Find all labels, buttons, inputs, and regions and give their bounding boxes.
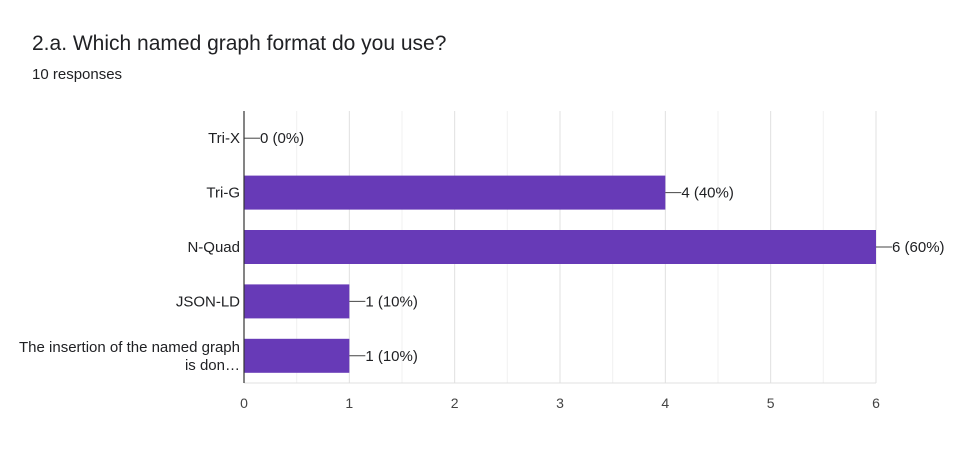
x-tick-label: 6: [872, 395, 880, 411]
bar: [244, 230, 876, 264]
question-title: 2.a. Which named graph format do you use…: [32, 32, 447, 55]
x-tick-label: 0: [240, 395, 248, 411]
bar: [244, 284, 350, 319]
category-label: N-Quad: [187, 239, 240, 256]
category-label: Tri-X: [208, 130, 240, 147]
x-tick-label: 1: [345, 395, 353, 411]
x-tick-label: 2: [451, 395, 459, 411]
labels: 0 1 2 3 4 5 6 Tri-X 0 (0%) Tri-G 4 (40%) N-Quad 6 (6…: [19, 130, 945, 411]
x-tick-label: 4: [661, 395, 669, 411]
category-label: JSON-LD: [176, 293, 240, 310]
response-count: 10 responses: [32, 66, 123, 83]
bars: [244, 175, 876, 373]
bar: [244, 175, 666, 210]
x-tick-label: 3: [556, 395, 564, 411]
category-label: is don…: [185, 357, 240, 374]
category-label: Tri-G: [206, 185, 240, 202]
data-label: 1 (10%): [365, 293, 418, 310]
x-tick-label: 5: [767, 395, 775, 411]
data-label: 6 (60%): [892, 239, 945, 256]
bar: [244, 338, 350, 373]
data-label: 1 (10%): [365, 348, 418, 365]
axis: [243, 111, 892, 383]
data-label: 4 (40%): [681, 185, 734, 202]
category-label: The insertion of the named graph: [19, 339, 240, 356]
data-label: 0 (0%): [260, 130, 304, 147]
